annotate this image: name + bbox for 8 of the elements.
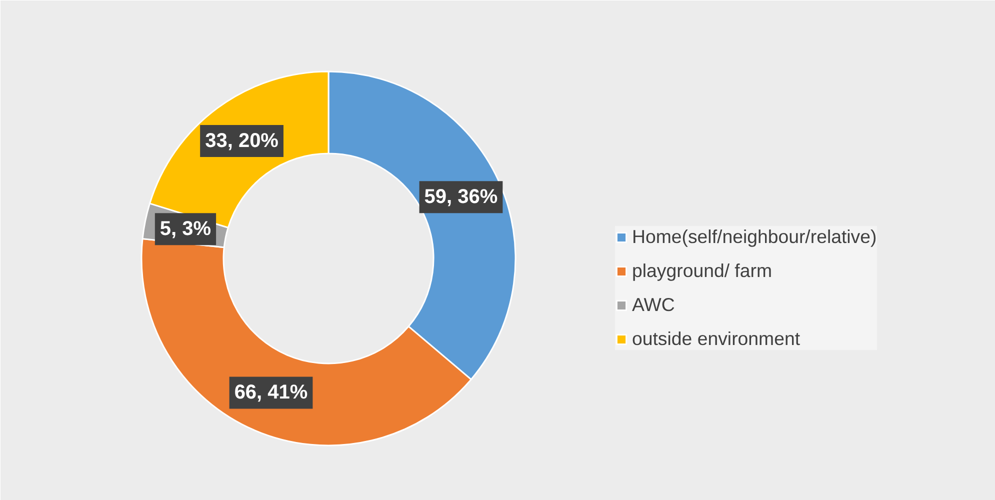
data-label: 66, 41%: [234, 382, 308, 404]
data-label: 5, 3%: [160, 218, 212, 240]
data-label: 33, 20%: [205, 130, 279, 152]
legend-label: AWC: [632, 294, 675, 316]
legend-label: outside environment: [632, 328, 800, 350]
legend-label: playground/ farm: [632, 260, 772, 282]
legend-label: Home(self/neighbour/relative): [632, 226, 877, 248]
data-label: 59, 36%: [424, 186, 498, 208]
